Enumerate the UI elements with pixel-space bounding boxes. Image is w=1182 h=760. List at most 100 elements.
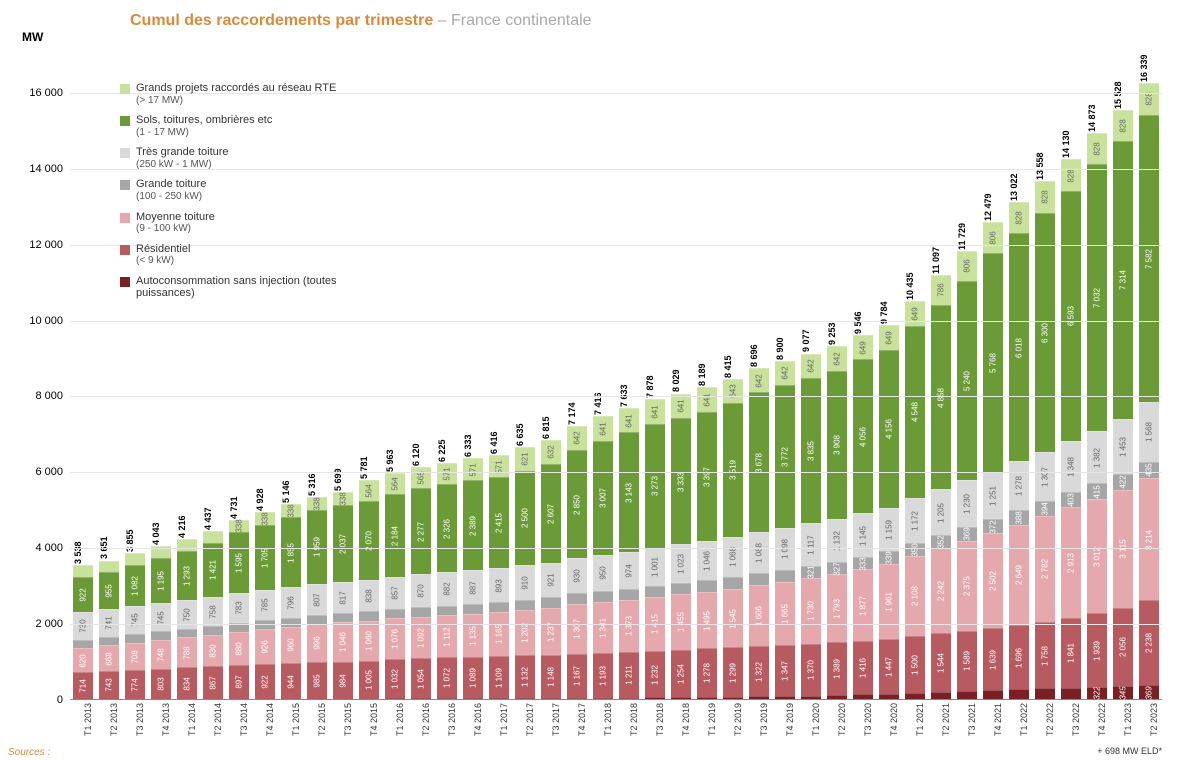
seg-res: 1 696 <box>1009 625 1029 689</box>
seg-rte: 338 <box>307 497 327 510</box>
seg-sols: 922 <box>73 577 93 612</box>
xtick-label: T3 2021 <box>967 703 977 736</box>
xtick-label: T1 2020 <box>811 703 821 736</box>
seg-res: 2 056 <box>1113 608 1133 686</box>
seg-tgt: 807 <box>307 584 327 615</box>
seg-value-label: 2 913 <box>1066 553 1075 573</box>
seg-tgt: 730 <box>73 612 93 640</box>
seg-tgt: 1 348 <box>1061 441 1081 492</box>
seg-value-label: 642 <box>780 367 789 380</box>
seg-mt: 1 455 <box>671 594 691 649</box>
seg-value-label: 1 193 <box>598 666 607 686</box>
seg-gt: 333 <box>853 557 873 570</box>
legend-label-auto: Autoconsommation sans injection (toutes … <box>136 275 396 300</box>
seg-value-label: 620 <box>78 654 87 667</box>
seg-value-label: 1 023 <box>676 554 685 574</box>
seg-rte: 338 <box>333 492 353 505</box>
bar: 3452 0563 1154221 4537 31482815 528 <box>1113 110 1133 699</box>
seg-auto <box>697 697 717 699</box>
seg-auto <box>801 696 821 699</box>
seg-value-label: 1 421 <box>208 560 217 580</box>
seg-tgt: 930 <box>567 558 587 593</box>
seg-value-label: 632 <box>546 446 555 459</box>
seg-tgt: 1 001 <box>645 548 665 586</box>
seg-tgt: 1 046 <box>697 541 717 581</box>
seg-value-label: 830 <box>208 644 217 657</box>
bar-total-label: 7 878 <box>645 376 655 399</box>
seg-gt <box>749 573 769 585</box>
seg-value-label: 828 <box>1092 142 1101 155</box>
seg-rte <box>125 553 145 565</box>
seg-res: 944 <box>281 663 301 699</box>
seg-rte <box>177 539 197 551</box>
seg-gt <box>463 604 483 614</box>
seg-gt: 352 <box>931 535 951 548</box>
xtick-label: T3 2022 <box>1071 703 1081 736</box>
seg-value-label: 3 397 <box>702 467 711 487</box>
seg-rte: 642 <box>567 426 587 450</box>
seg-res: 985 <box>307 662 327 699</box>
seg-rte: 643 <box>723 379 743 403</box>
seg-sols: 5 240 <box>957 281 977 480</box>
xtick-label: T4 2022 <box>1097 703 1107 736</box>
seg-mt: 1 060 <box>359 621 379 661</box>
seg-sols: 6 593 <box>1061 191 1081 441</box>
seg-gt <box>307 615 327 624</box>
bar-total-label: 7 174 <box>567 402 577 425</box>
seg-mt: 1 237 <box>541 608 561 655</box>
seg-mt: 788 <box>177 637 197 667</box>
seg-auto <box>489 698 509 699</box>
seg-sols: 6 300 <box>1035 213 1055 452</box>
bar: 1 2991 5451 0683 5196438 415 <box>723 379 743 699</box>
seg-gt: 415 <box>1087 483 1107 499</box>
seg-res: 1 193 <box>593 653 613 698</box>
seg-value-label: 1 046 <box>702 551 711 571</box>
seg-value-label: 1 112 <box>442 627 451 646</box>
footnote: + 698 MW ELD* <box>1097 746 1162 756</box>
seg-value-label: 1 060 <box>364 631 373 651</box>
seg-sols: 3 007 <box>593 441 613 555</box>
seg-value-label: 321 <box>806 566 815 579</box>
xtick-label: T4 2020 <box>889 703 899 736</box>
seg-rte <box>203 531 223 543</box>
seg-auto: 322 <box>1087 687 1107 699</box>
legend-label-rte: Grands projets raccordés au réseau RTE(>… <box>136 82 336 106</box>
seg-value-label: 806 <box>962 260 971 273</box>
seg-value-label: 1 132 <box>520 667 529 687</box>
seg-value-label: 1 961 <box>884 592 893 612</box>
seg-value-label: 649 <box>910 307 919 320</box>
legend-label-res: Résidentiel(< 9 kW) <box>136 243 190 267</box>
seg-value-label: 893 <box>494 579 503 592</box>
seg-value-label: 774 <box>130 678 139 691</box>
seg-value-label: 926 <box>260 640 269 653</box>
legend-swatch-auto <box>120 277 130 287</box>
seg-value-label: 922 <box>260 675 269 688</box>
seg-value-label: 2 238 <box>1144 633 1153 653</box>
legend-item-mt: Moyenne toiture(9 - 100 kW) <box>120 211 396 235</box>
seg-value-label: 3 214 <box>1144 530 1153 550</box>
seg-mt: 926 <box>255 629 275 664</box>
xtick-label: T2 2013 <box>109 703 119 736</box>
seg-value-label: 1 148 <box>546 667 555 687</box>
seg-value-label: 944 <box>286 675 295 688</box>
xtick-label: T2 2018 <box>629 703 639 736</box>
seg-res: 1 211 <box>619 652 639 698</box>
seg-res: 867 <box>203 666 223 699</box>
seg-sols: 6 018 <box>1009 233 1029 461</box>
seg-value-label: 1 730 <box>806 601 815 621</box>
seg-tgt: 1 117 <box>801 523 821 565</box>
seg-value-label: 415 <box>1092 485 1101 498</box>
seg-value-label: 743 <box>104 679 113 692</box>
seg-auto <box>905 693 925 699</box>
bar: 1 3891 7933271 1323 9086429 253 <box>827 346 847 699</box>
seg-value-label: 369 <box>962 527 971 540</box>
seg-value-label: 6 593 <box>1066 306 1075 326</box>
seg-value-label: 1 568 <box>1144 422 1153 442</box>
legend-swatch-mt <box>120 213 130 223</box>
seg-value-label: 857 <box>390 587 399 600</box>
seg-mt: 2 375 <box>957 541 977 631</box>
gridline <box>70 396 1162 397</box>
seg-value-label: 1 230 <box>962 494 971 514</box>
seg-gt <box>775 570 795 582</box>
seg-value-label: 750 <box>182 608 191 621</box>
